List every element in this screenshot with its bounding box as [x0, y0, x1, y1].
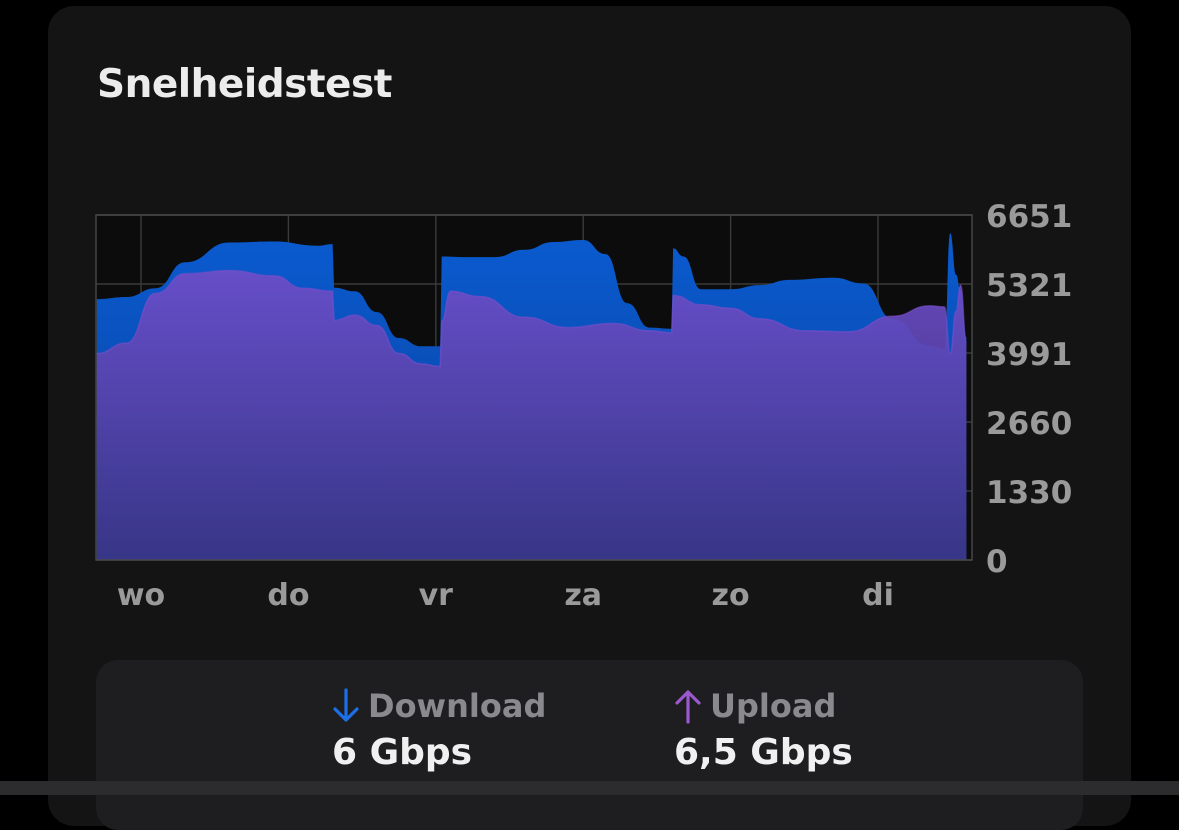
- x-tick-label: za: [564, 578, 602, 613]
- y-tick-label: 0: [986, 544, 1008, 580]
- x-axis-ticks: wo do vr za zo di: [117, 578, 894, 613]
- x-tick-label: vr: [419, 578, 454, 613]
- stats-panel: Download 6 Gbps Upload 6,5 Gbps: [96, 660, 1083, 830]
- y-axis-ticks: 6651 5321 3991 2660 1330 0: [986, 199, 1072, 580]
- card-title: Snelheidstest: [97, 62, 392, 107]
- upload-stat: Upload 6,5 Gbps: [674, 684, 853, 773]
- y-tick-label: 3991: [986, 337, 1072, 373]
- arrow-down-icon: [333, 688, 359, 722]
- y-tick-label: 6651: [986, 199, 1072, 235]
- chart-series: [96, 233, 968, 560]
- upload-label: Upload: [710, 687, 837, 725]
- plot-border: [95, 214, 973, 561]
- x-tick-label: zo: [712, 578, 750, 613]
- x-tick-label: do: [267, 578, 309, 613]
- arrow-up-icon: [675, 690, 701, 724]
- y-tick-label: 2660: [986, 406, 1072, 442]
- chart-border: [95, 214, 973, 561]
- upload-line: [96, 269, 968, 368]
- download-label: Download: [368, 687, 547, 725]
- x-tick-label: wo: [117, 578, 165, 613]
- y-tick-label: 1330: [986, 475, 1072, 511]
- x-tick-label: di: [862, 578, 894, 613]
- upload-area: [96, 270, 967, 560]
- upload-value: 6,5 Gbps: [674, 732, 853, 773]
- speed-chart: 6651 5321 3991 2660 1330 0 wo do vr za zo di: [95, 199, 1072, 613]
- y-tick-label: 5321: [986, 268, 1072, 304]
- download-value: 6 Gbps: [332, 732, 473, 773]
- bottom-bar: [0, 781, 1179, 795]
- download-stat: Download 6 Gbps: [332, 684, 546, 773]
